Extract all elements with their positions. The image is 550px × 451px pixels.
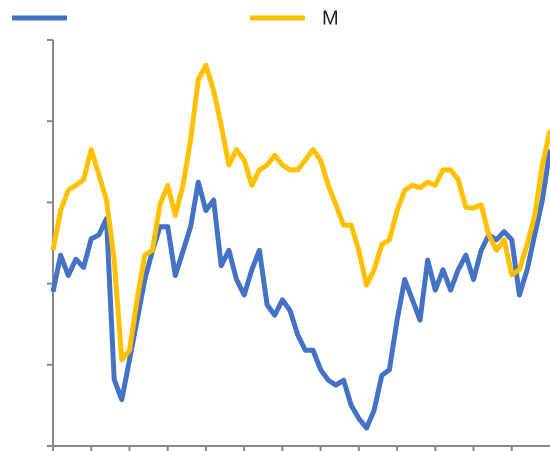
legend-label: M — [322, 7, 339, 29]
series-line — [50, 149, 550, 431]
series-line — [50, 62, 550, 363]
